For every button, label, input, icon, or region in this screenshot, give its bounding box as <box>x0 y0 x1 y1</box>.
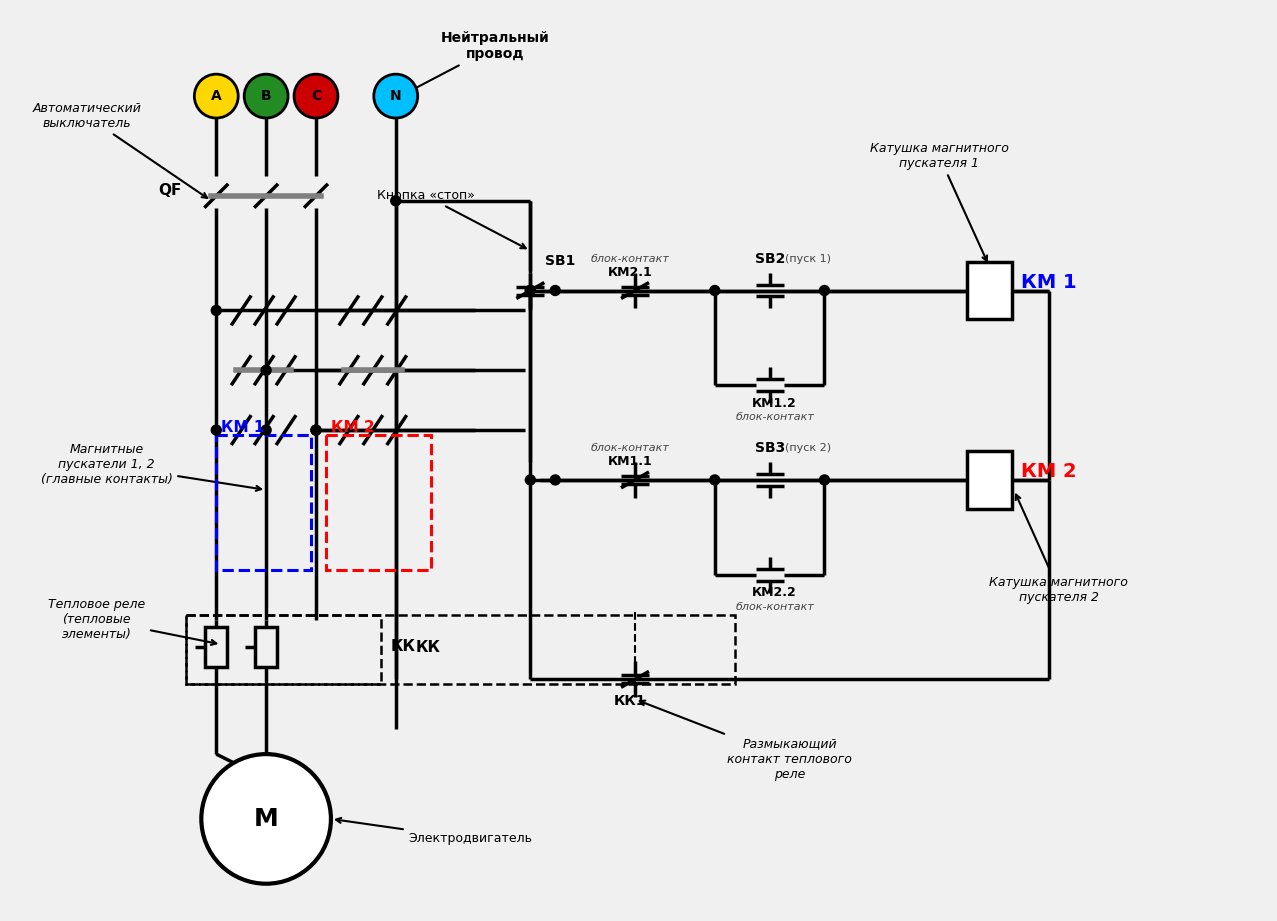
Text: (пуск 1): (пуск 1) <box>784 253 830 263</box>
Text: блок-контакт: блок-контакт <box>736 412 813 422</box>
Circle shape <box>550 475 561 485</box>
Text: КМ2.1: КМ2.1 <box>608 266 653 279</box>
Text: КК: КК <box>391 639 416 654</box>
Text: Автоматический
выключатель: Автоматический выключатель <box>32 102 207 198</box>
Text: КК1: КК1 <box>614 694 646 708</box>
Circle shape <box>710 475 720 485</box>
Text: КМ2.2: КМ2.2 <box>752 586 797 599</box>
Circle shape <box>525 475 535 485</box>
Text: N: N <box>389 89 401 103</box>
Circle shape <box>550 286 561 296</box>
Circle shape <box>525 286 535 296</box>
Circle shape <box>261 426 271 435</box>
Circle shape <box>294 75 338 118</box>
Text: КК: КК <box>416 640 441 655</box>
Circle shape <box>374 75 418 118</box>
Bar <box>326 435 430 570</box>
Text: Электродвигатель: Электродвигатель <box>336 818 533 845</box>
Circle shape <box>312 426 321 435</box>
Text: КМ 1: КМ 1 <box>1020 273 1077 292</box>
Text: КМ 1: КМ 1 <box>221 420 264 435</box>
Text: КМ 2: КМ 2 <box>1020 462 1077 482</box>
Circle shape <box>211 426 221 435</box>
Text: Нейтральный
провод: Нейтральный провод <box>396 31 550 99</box>
Text: Катушка магнитного
пускателя 1: Катушка магнитного пускателя 1 <box>870 142 1009 261</box>
Text: SB2: SB2 <box>755 251 785 265</box>
Text: блок-контакт: блок-контакт <box>590 443 669 453</box>
Text: A: A <box>211 89 222 103</box>
Circle shape <box>525 286 535 296</box>
Bar <box>967 262 1011 320</box>
Circle shape <box>820 475 830 485</box>
Text: Магнитные
пускатели 1, 2
(главные контакты): Магнитные пускатели 1, 2 (главные контак… <box>41 444 261 491</box>
Text: КМ1.1: КМ1.1 <box>608 456 653 469</box>
Circle shape <box>312 426 321 435</box>
Bar <box>206 627 227 668</box>
Circle shape <box>244 75 289 118</box>
Text: блок-контакт: блок-контакт <box>736 601 813 612</box>
Text: Катушка магнитного
пускателя 2: Катушка магнитного пускателя 2 <box>990 495 1128 603</box>
Text: C: C <box>310 89 321 103</box>
Bar <box>186 614 381 684</box>
Text: КМ1.2: КМ1.2 <box>752 397 797 410</box>
Text: блок-контакт: блок-контакт <box>590 253 669 263</box>
Text: Размыкающий
контакт теплового
реле: Размыкающий контакт теплового реле <box>640 701 852 781</box>
Bar <box>255 627 277 668</box>
Text: SB3: SB3 <box>755 441 785 455</box>
Circle shape <box>261 366 271 375</box>
Text: М: М <box>254 807 278 831</box>
Text: B: B <box>261 89 272 103</box>
Circle shape <box>820 286 830 296</box>
Text: (пуск 2): (пуск 2) <box>784 443 830 453</box>
Circle shape <box>391 196 401 205</box>
Circle shape <box>202 754 331 884</box>
Circle shape <box>211 306 221 315</box>
Text: КМ 2: КМ 2 <box>331 420 374 435</box>
Bar <box>186 614 734 684</box>
Bar <box>216 435 312 570</box>
Text: Кнопка «стоп»: Кнопка «стоп» <box>377 190 526 249</box>
Text: QF: QF <box>158 183 181 198</box>
Bar <box>967 451 1011 509</box>
Circle shape <box>710 286 720 296</box>
Text: Тепловое реле
(тепловые
элементы): Тепловое реле (тепловые элементы) <box>49 598 216 645</box>
Text: SB1: SB1 <box>545 253 576 268</box>
Circle shape <box>194 75 239 118</box>
